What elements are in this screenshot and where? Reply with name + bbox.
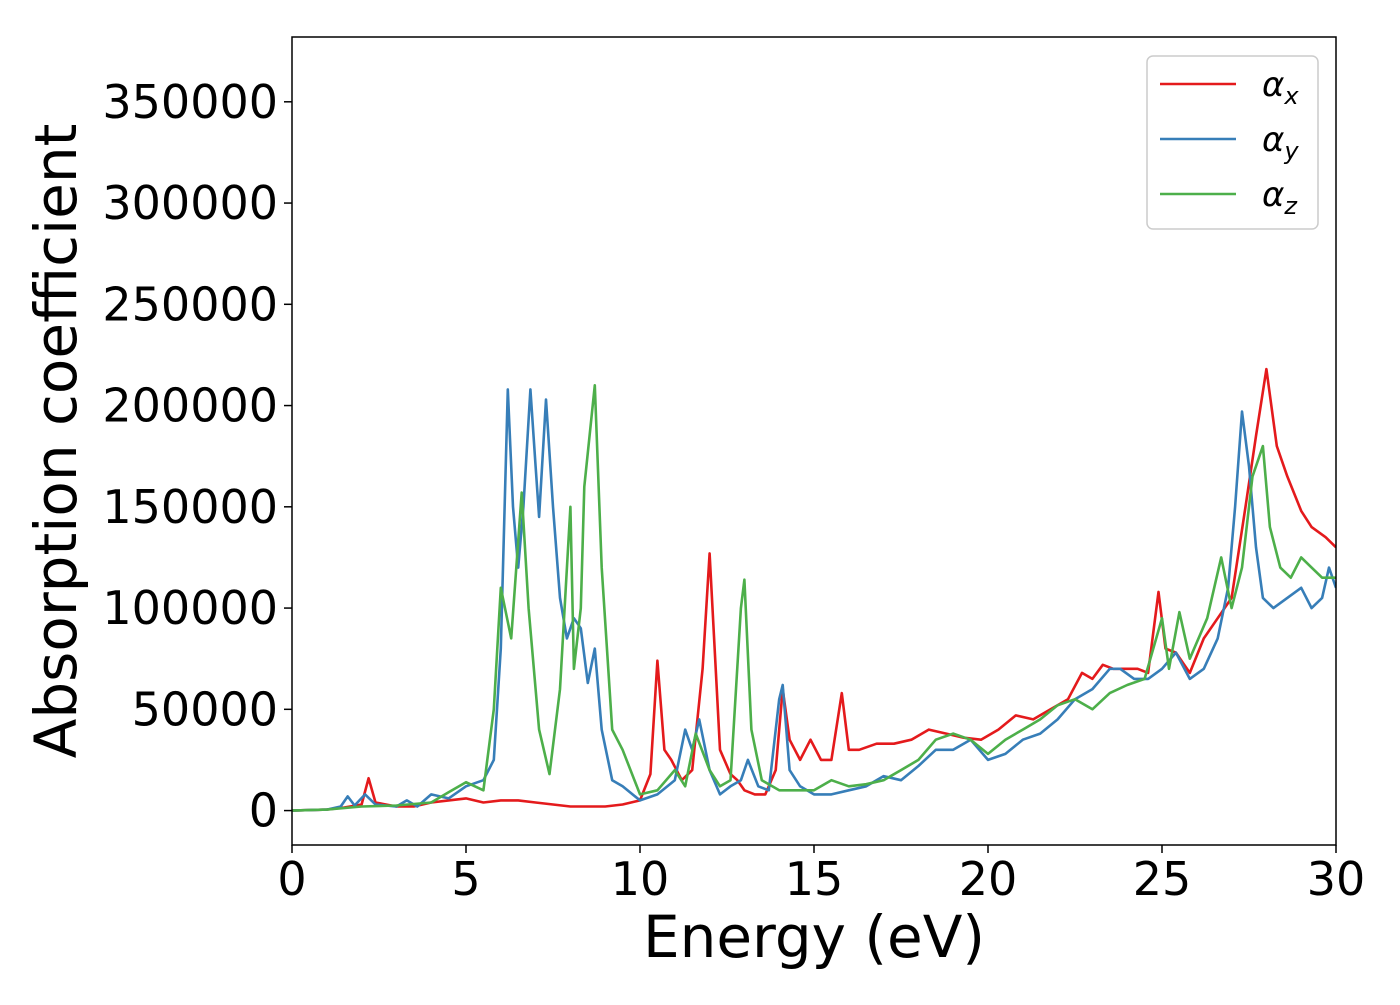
series-line-y bbox=[292, 388, 1336, 812]
x-tick-label: 0 bbox=[277, 852, 306, 906]
series-layer bbox=[292, 367, 1336, 812]
y-tick-label: 250000 bbox=[102, 277, 278, 331]
y-tick-label: 150000 bbox=[102, 480, 278, 534]
x-tick-label: 10 bbox=[611, 852, 670, 906]
x-tick-label: 5 bbox=[451, 852, 480, 906]
y-axis: 0 50000 100000 150000 200000 250000 300000 3500… bbox=[102, 75, 292, 838]
legend-label-z: αz bbox=[1262, 175, 1298, 220]
y-tick-label: 100000 bbox=[102, 581, 278, 635]
legend-box bbox=[1146, 55, 1319, 230]
y-tick-label: 200000 bbox=[102, 379, 278, 433]
x-tick-label: 25 bbox=[1133, 852, 1192, 906]
series-line-z bbox=[292, 384, 1336, 812]
x-axis: 0 5 10 15 20 25 30 bbox=[277, 845, 1365, 906]
legend-label-y: αy bbox=[1262, 120, 1299, 165]
x-tick-label: 15 bbox=[785, 852, 844, 906]
x-tick-label: 30 bbox=[1307, 852, 1366, 906]
legend-label-x: αx bbox=[1262, 65, 1299, 110]
legend-entries: αx αy αz bbox=[1160, 65, 1299, 220]
y-tick-label: 300000 bbox=[102, 176, 278, 230]
y-axis-label: Absorption coefficient bbox=[22, 124, 90, 759]
legend: αx αy αz bbox=[1146, 55, 1319, 230]
y-tick-label: 0 bbox=[249, 784, 278, 838]
y-tick-label: 350000 bbox=[102, 75, 278, 129]
y-tick-label: 50000 bbox=[132, 682, 278, 736]
series-line-x bbox=[292, 367, 1336, 812]
x-tick-label: 20 bbox=[959, 852, 1018, 906]
x-axis-label: Energy (eV) bbox=[643, 903, 985, 971]
